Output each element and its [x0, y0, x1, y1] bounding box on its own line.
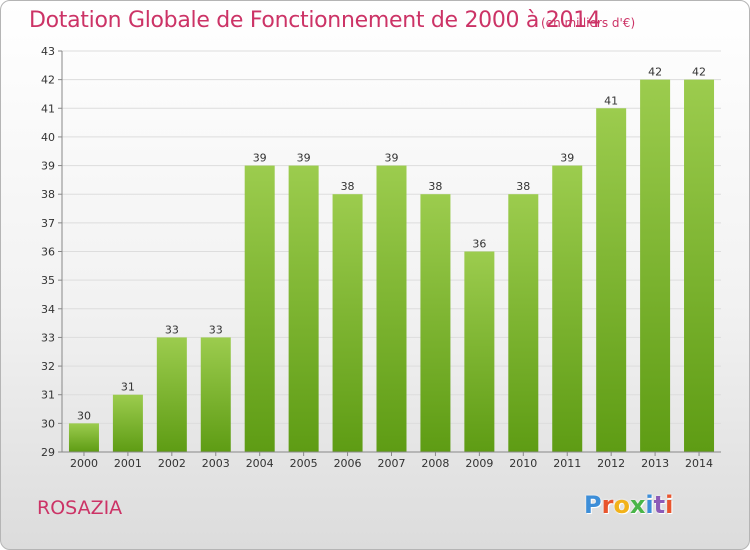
x-tick-label: 2014 [685, 457, 713, 470]
logo-letter: r [601, 491, 614, 519]
bar [200, 337, 231, 452]
commune-name: ROSAZIA [37, 497, 123, 519]
y-tick-label: 37 [41, 217, 55, 230]
bar-value-label: 31 [121, 381, 135, 394]
bar-value-label: 38 [516, 180, 530, 193]
x-tick-label: 2001 [114, 457, 142, 470]
bar-value-label: 39 [253, 152, 267, 165]
x-tick-label: 2005 [290, 457, 318, 470]
y-tick-label: 43 [41, 45, 55, 58]
chart-subtitle: (en milliers d'€) [541, 16, 636, 30]
x-tick-label: 2008 [421, 457, 449, 470]
bar [244, 165, 275, 453]
labels: 29 30 31 32 33 34 35 36 37 38 39 40 41 42 43 30 2000 31 20… [41, 45, 713, 470]
bar-value-label: 38 [341, 180, 355, 193]
y-tick-label: 30 [41, 417, 55, 430]
bar [640, 79, 671, 453]
logo-letter: x [629, 491, 646, 519]
logo-letter: i [665, 491, 674, 519]
x-tick-label: 2006 [334, 457, 362, 470]
y-tick-label: 35 [41, 274, 55, 287]
logo-letter: i [645, 491, 654, 519]
bar-value-label: 39 [297, 152, 311, 165]
y-tick-label: 42 [41, 74, 55, 87]
logo-letter: t [653, 491, 666, 519]
bar-value-label: 42 [648, 66, 662, 79]
logo-letter: P [584, 491, 602, 519]
y-tick-label: 40 [41, 131, 55, 144]
y-tick-label: 33 [41, 331, 55, 344]
x-tick-label: 2000 [70, 457, 98, 470]
bar-value-label: 39 [385, 152, 399, 165]
bar [464, 251, 495, 452]
x-tick-label: 2011 [553, 457, 581, 470]
bar [112, 394, 143, 452]
x-tick-label: 2004 [246, 457, 274, 470]
x-tick-label: 2013 [641, 457, 669, 470]
y-tick-label: 36 [41, 246, 55, 259]
proxiti-logo: Proxiti [584, 491, 673, 519]
bar-value-label: 38 [428, 180, 442, 193]
bar [68, 423, 99, 452]
bar-value-label: 36 [472, 238, 486, 251]
y-tick-label: 29 [41, 446, 55, 459]
x-tick-label: 2009 [465, 457, 493, 470]
x-tick-label: 2010 [509, 457, 537, 470]
bar [596, 108, 627, 453]
bar [288, 165, 319, 453]
bar [156, 337, 187, 452]
logo-letter: o [613, 491, 630, 519]
x-tick-label: 2002 [158, 457, 186, 470]
y-tick-label: 32 [41, 360, 55, 373]
bar-value-label: 33 [165, 323, 179, 336]
chart-title: Dotation Globale de Fonctionnement de 20… [29, 8, 601, 33]
bar-value-label: 42 [692, 66, 706, 79]
axes [58, 50, 721, 456]
y-tick-label: 31 [41, 389, 55, 402]
bars [68, 79, 715, 453]
bar [684, 79, 715, 453]
bar-value-label: 41 [604, 94, 618, 107]
bar [420, 194, 451, 452]
bar-value-label: 39 [560, 152, 574, 165]
bar [332, 194, 363, 452]
bar [376, 165, 407, 453]
bar-value-label: 33 [209, 323, 223, 336]
y-tick-label: 41 [41, 102, 55, 115]
bar [552, 165, 583, 453]
x-tick-label: 2012 [597, 457, 625, 470]
bar [508, 194, 539, 452]
y-tick-label: 39 [41, 160, 55, 173]
x-tick-label: 2003 [202, 457, 230, 470]
y-tick-label: 34 [41, 303, 55, 316]
bar-value-label: 30 [77, 409, 91, 422]
x-tick-label: 2007 [378, 457, 406, 470]
y-tick-label: 38 [41, 188, 55, 201]
